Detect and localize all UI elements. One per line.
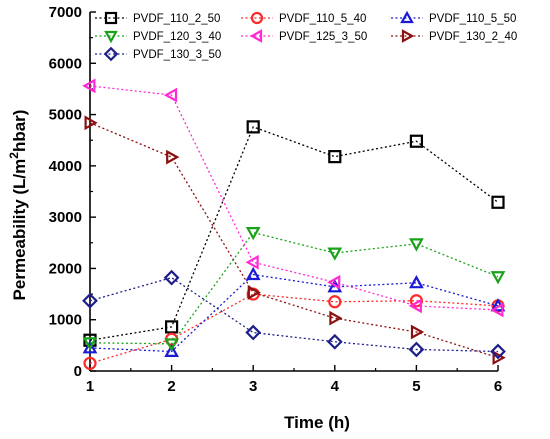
legend-label: PVDF_110_5_40	[279, 13, 366, 25]
data-point	[82, 292, 98, 309]
legend-item: PVDF_130_3_50	[95, 46, 221, 62]
data-point	[245, 254, 259, 270]
y-tick-label: 4000	[49, 158, 82, 175]
data-point	[491, 195, 505, 209]
y-tick-label: 2000	[49, 260, 82, 277]
data-point	[164, 343, 179, 358]
data-point	[328, 295, 342, 309]
legend-marker	[103, 46, 119, 62]
series-line	[89, 122, 499, 359]
x-tick-label: 2	[167, 378, 175, 395]
data-point	[246, 120, 260, 134]
legend-marker	[401, 29, 415, 43]
legend-label: PVDF_125_3_50	[279, 31, 367, 43]
data-point	[82, 337, 98, 351]
y-axis-title-suffix: hbar)	[10, 110, 29, 153]
data-point	[163, 269, 180, 286]
legend-item: PVDF_110_5_40	[241, 11, 366, 25]
x-tick-label: 6	[494, 378, 502, 395]
data-point	[82, 340, 98, 354]
data-point	[490, 302, 504, 318]
series-line	[89, 293, 499, 364]
data-point	[328, 150, 342, 164]
data-point	[245, 266, 261, 281]
data-point	[408, 298, 422, 314]
legend-item: PVDF_110_2_50	[95, 11, 220, 25]
series-line	[89, 126, 499, 341]
data-point	[247, 285, 261, 300]
series-PVDF_110_2_50	[83, 120, 505, 347]
data-point	[490, 271, 506, 285]
y-tick-label: 1000	[49, 312, 82, 329]
legend-item: PVDF_110_5_50	[391, 10, 516, 25]
y-axis-title-sup: 2	[7, 152, 21, 159]
y-tick-label: 7000	[49, 4, 82, 21]
series-PVDF_130_3_50	[82, 269, 506, 360]
legend-item: PVDF_130_2_40	[391, 29, 517, 43]
data-point	[490, 343, 506, 360]
x-axis-title: Time (h)	[284, 413, 350, 432]
data-point	[409, 275, 424, 289]
x-tick-label: 1	[86, 378, 94, 395]
data-point	[83, 356, 97, 370]
series-PVDF_130_2_40	[84, 115, 506, 366]
y-tick-label: 5000	[49, 107, 82, 124]
data-point	[245, 227, 261, 241]
legend-label: PVDF_130_2_40	[429, 31, 517, 43]
series-line	[89, 85, 499, 311]
x-tick-label: 4	[331, 378, 340, 395]
series-PVDF_125_3_50	[82, 78, 504, 318]
legend-label: PVDF_120_3_40	[133, 31, 221, 43]
x-axis-ticks: 1 2 3 4 5 6	[86, 365, 502, 395]
series-PVDF_120_3_40	[82, 227, 506, 352]
data-point	[409, 238, 424, 252]
series-line	[89, 273, 499, 353]
legend-item: PVDF_120_3_40	[95, 30, 221, 44]
data-point	[166, 149, 180, 165]
data-point	[327, 274, 341, 290]
series-line	[89, 276, 499, 353]
data-point	[326, 333, 343, 350]
y-axis-title-prefix: Permeability (L/m	[10, 159, 29, 301]
data-point	[327, 247, 343, 261]
series-layer	[82, 78, 506, 370]
legend-label: PVDF_130_3_50	[133, 49, 221, 61]
legend-marker	[104, 30, 118, 44]
data-point	[245, 324, 262, 341]
data-point	[409, 134, 423, 148]
data-point	[492, 350, 506, 366]
data-point	[82, 78, 96, 94]
y-tick-label: 0	[74, 363, 82, 380]
series-line	[89, 231, 499, 345]
series-PVDF_110_5_40	[83, 287, 505, 370]
legend-marker	[104, 11, 118, 25]
legend: PVDF_110_2_50 PVDF_110_5_40 PVDF_110_5_50 P…	[95, 10, 517, 62]
data-point	[408, 341, 425, 358]
x-tick-label: 5	[412, 378, 420, 395]
y-tick-label: 3000	[49, 209, 82, 226]
data-point	[164, 338, 179, 352]
y-axis-ticks: 0 1000 2000 3000 4000 5000 6000 7000	[49, 4, 96, 380]
data-point	[84, 115, 98, 131]
data-point	[410, 324, 425, 340]
y-axis-title: Permeability (L/m2hbar)	[7, 110, 29, 301]
legend-label: PVDF_110_5_50	[429, 13, 516, 25]
data-point	[163, 87, 178, 103]
x-tick-label: 3	[249, 378, 257, 395]
axes	[89, 12, 498, 372]
series-PVDF_110_5_50	[82, 266, 506, 358]
data-point	[165, 320, 179, 334]
y-tick-label: 6000	[49, 55, 82, 72]
legend-marker	[400, 10, 414, 24]
legend-label: PVDF_110_2_50	[133, 13, 220, 25]
legend-marker	[250, 11, 264, 25]
legend-marker	[249, 29, 263, 43]
data-point	[329, 310, 343, 326]
legend-item: PVDF_125_3_50	[241, 29, 367, 43]
